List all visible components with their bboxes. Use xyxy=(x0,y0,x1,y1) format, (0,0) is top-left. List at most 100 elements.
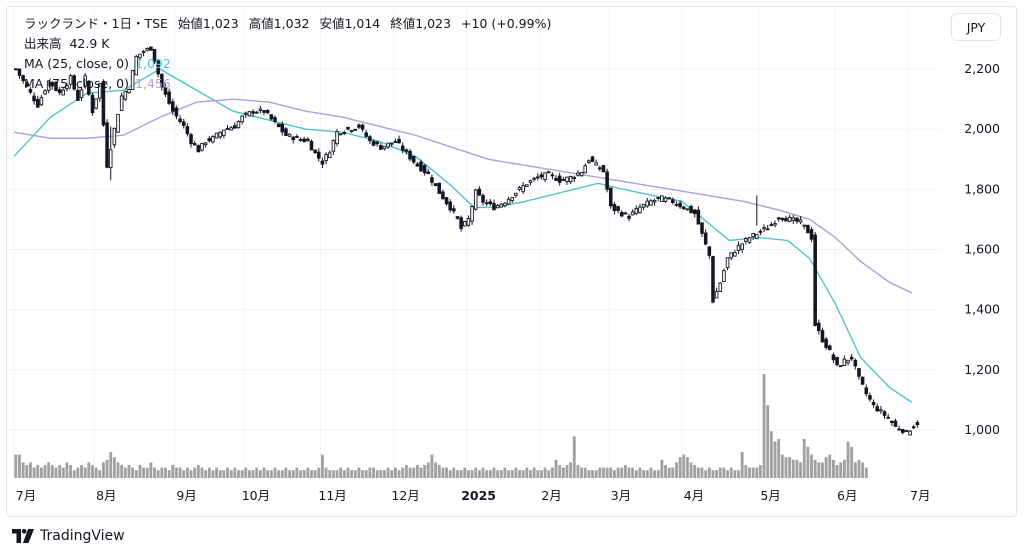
time-tick-label: 3月 xyxy=(611,488,631,503)
symbol-title[interactable]: ラックランド・1日・TSE xyxy=(24,16,168,31)
volume-bar xyxy=(780,454,784,478)
volume-bar xyxy=(408,467,412,478)
volume-bar xyxy=(248,470,251,478)
candle-down xyxy=(915,422,920,426)
candle-up xyxy=(572,176,577,180)
candle-up xyxy=(145,47,149,51)
candle-down xyxy=(207,138,212,142)
price-tick-label: 2,000 xyxy=(964,121,1000,136)
change-value: +10 (+0.99%) xyxy=(461,16,552,31)
candle-up xyxy=(218,131,222,138)
candle-down xyxy=(196,145,201,153)
volume-bar xyxy=(492,467,496,478)
candle-up xyxy=(773,223,777,226)
volume-bar xyxy=(653,470,656,478)
volume-bar xyxy=(182,470,186,478)
time-axis: 7月 8月 9月 10月 11月 12月 2025 2月 3月 4月 5月 6月 7月 xyxy=(16,488,931,503)
candle-up xyxy=(879,409,883,412)
candle-up xyxy=(525,184,529,187)
candle-down xyxy=(276,123,281,128)
volume-bar xyxy=(277,470,281,478)
ma75-label[interactable]: MA (75, close, 0) xyxy=(24,76,130,91)
candle-up xyxy=(141,50,146,53)
candle-up xyxy=(506,198,511,205)
candle-down xyxy=(481,195,485,203)
volume-bar xyxy=(160,467,164,478)
tradingview-brand[interactable]: TradingView xyxy=(12,528,125,544)
ma25-value: 1,092 xyxy=(135,56,171,71)
candle-down xyxy=(101,81,106,126)
volume-bar xyxy=(459,470,463,478)
candle-down xyxy=(828,345,832,351)
volume-bar xyxy=(317,467,321,478)
candle-down xyxy=(711,256,715,303)
volume-bar xyxy=(850,446,854,478)
candle-down xyxy=(678,202,682,208)
candle-down xyxy=(254,111,259,114)
candle-down xyxy=(346,126,350,130)
volume-bar xyxy=(262,467,266,478)
candle-down xyxy=(667,197,671,200)
volume-bar xyxy=(21,462,25,478)
candle-up xyxy=(725,257,730,269)
candle-up xyxy=(83,75,87,87)
volume-bar xyxy=(109,452,113,478)
candle-down xyxy=(192,143,197,146)
chart-frame xyxy=(6,6,1017,517)
candle-up xyxy=(130,70,135,90)
candle-down xyxy=(302,138,306,143)
candle-down xyxy=(17,68,22,76)
candle-up xyxy=(685,208,690,211)
ma25-label[interactable]: MA (25, close, 0) xyxy=(24,56,130,71)
candle-down xyxy=(616,206,620,211)
volume-bar xyxy=(386,467,390,478)
candle-down xyxy=(882,411,887,416)
candle-up xyxy=(587,160,591,163)
candle-down xyxy=(484,202,489,205)
volume-bar xyxy=(605,467,609,478)
volume-bar xyxy=(587,470,591,478)
candle-up xyxy=(236,121,241,129)
volume-legend[interactable]: 出来高 42.9 K xyxy=(24,36,110,51)
candle-down xyxy=(54,82,58,91)
candle-down xyxy=(313,149,317,154)
candle-down xyxy=(901,429,905,433)
candle-up xyxy=(521,185,525,193)
volume-bar xyxy=(722,467,726,478)
candle-down xyxy=(692,209,697,215)
volume-bar xyxy=(755,467,759,478)
candle-down xyxy=(860,376,865,385)
open-value: 始値1,023 xyxy=(177,16,239,31)
volume-bar xyxy=(171,465,175,478)
time-tick-label: 6月 xyxy=(837,488,857,503)
volume-bar xyxy=(696,467,700,478)
currency-button[interactable]: JPY xyxy=(951,13,1001,41)
volume-bar xyxy=(164,467,167,478)
volume-bar xyxy=(76,467,80,478)
ma25-line xyxy=(13,68,913,403)
volume-bar xyxy=(98,470,102,478)
ma25-row: MA (25, close, 0) 1,092 xyxy=(24,54,557,74)
candle-up xyxy=(528,180,533,183)
candle-down xyxy=(459,217,463,229)
candle-down xyxy=(357,124,361,128)
candle-down xyxy=(57,89,62,94)
candle-down xyxy=(364,132,368,137)
volume-bar xyxy=(226,467,229,478)
candle-down xyxy=(379,145,383,150)
volume-bar xyxy=(342,470,346,478)
volume-bar xyxy=(43,465,47,478)
volume-bar xyxy=(846,441,850,478)
candle-up xyxy=(579,171,584,177)
volume-bar xyxy=(123,467,127,478)
candle-up xyxy=(652,200,657,203)
volume-bar xyxy=(678,457,682,478)
ma75-value: 1,456 xyxy=(135,76,171,91)
candle-up xyxy=(495,205,500,209)
candle-up xyxy=(904,429,909,432)
volume-bar xyxy=(419,467,423,478)
candle-down xyxy=(28,88,33,93)
volume-bar xyxy=(704,470,708,478)
volume-bar xyxy=(525,467,529,478)
